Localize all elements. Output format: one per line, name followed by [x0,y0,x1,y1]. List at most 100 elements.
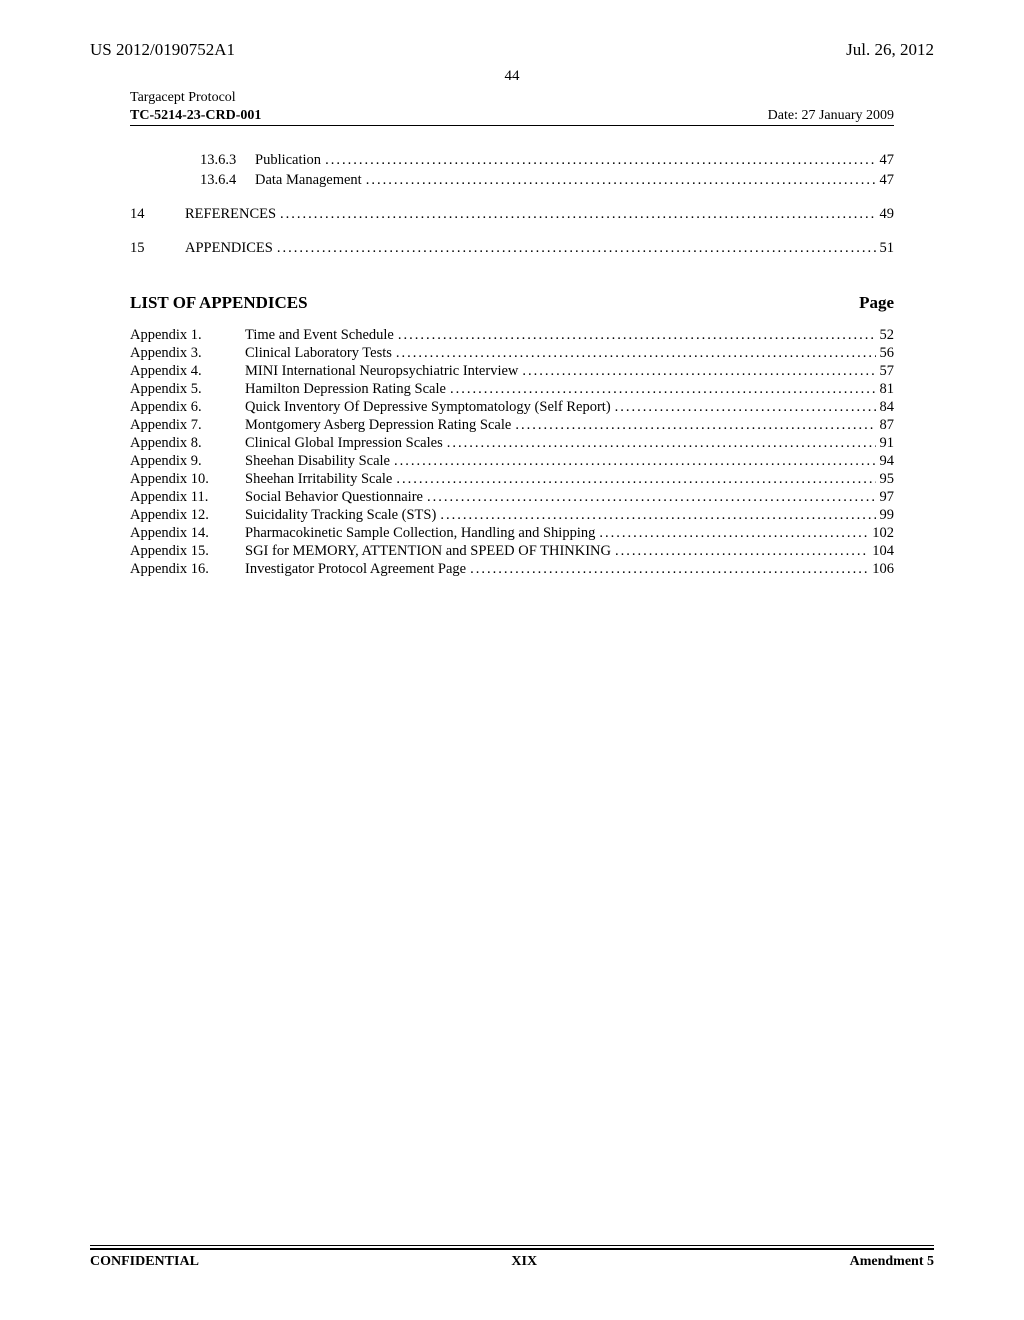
footer-right: Amendment 5 [850,1254,934,1270]
appendix-title: SGI for MEMORY, ATTENTION and SPEED OF T… [245,543,615,560]
toc-title: Data Management [255,172,366,189]
toc-dots [447,435,876,452]
toc-line: 15 APPENDICES 51 [130,240,894,257]
appendix-label: Appendix 7. [130,417,245,434]
toc-page: 51 [876,240,895,257]
toc-dots [398,327,876,344]
toc-dots [277,240,876,257]
appendix-title: Montgomery Asberg Depression Rating Scal… [245,417,515,434]
toc-page: 47 [876,172,895,189]
appendix-line: Appendix 6. Quick Inventory Of Depressiv… [130,399,894,416]
appendix-label: Appendix 12. [130,507,245,524]
toc-dots [515,417,875,434]
toc-dots [470,561,868,578]
appendix-line: Appendix 4. MINI International Neuropsyc… [130,363,894,380]
appendix-page: 52 [876,327,895,344]
appendix-page: 106 [868,561,894,578]
appendix-page: 91 [876,435,895,452]
appendix-line: Appendix 15. SGI for MEMORY, ATTENTION a… [130,543,894,560]
protocol-line2: TC-5214-23-CRD-001 [130,107,261,125]
footer-rule [90,1248,934,1250]
page-number: 44 [90,68,934,85]
appendix-line: Appendix 3. Clinical Laboratory Tests 56 [130,345,894,362]
appendices-heading: LIST OF APPENDICES Page [130,293,894,313]
appendix-page: 95 [876,471,895,488]
appendix-label: Appendix 6. [130,399,245,416]
appendix-page: 81 [876,381,895,398]
toc-dots [522,363,875,380]
appendix-page: 56 [876,345,895,362]
toc-dots [440,507,875,524]
toc-label: 13.6.3 [200,152,255,169]
appendix-title: Time and Event Schedule [245,327,398,344]
appendix-page: 97 [876,489,895,506]
toc-dots [396,345,876,362]
appendix-line: Appendix 10. Sheehan Irritability Scale … [130,471,894,488]
appendix-label: Appendix 5. [130,381,245,398]
toc-dots [394,453,876,470]
protocol-date: Date: 27 January 2009 [768,108,894,124]
page-footer: CONFIDENTIAL XIX Amendment 5 [90,1245,934,1270]
footer-left: CONFIDENTIAL [90,1254,199,1270]
appendix-page: 84 [876,399,895,416]
toc-dots [396,471,875,488]
toc-page: 47 [876,152,895,169]
appendix-label: Appendix 16. [130,561,245,578]
toc-line: 14 REFERENCES 49 [130,206,894,223]
appendix-page: 57 [876,363,895,380]
appendix-label: Appendix 15. [130,543,245,560]
toc-title: REFERENCES [185,206,280,223]
toc-page: 49 [876,206,895,223]
footer-center: XIX [511,1254,537,1270]
protocol-left: Targacept Protocol TC-5214-23-CRD-001 [130,89,261,124]
appendix-line: Appendix 5. Hamilton Depression Rating S… [130,381,894,398]
toc-dots [615,399,876,416]
appendix-line: Appendix 7. Montgomery Asberg Depression… [130,417,894,434]
appendices-heading-left: LIST OF APPENDICES [130,293,308,313]
protocol-row: Targacept Protocol TC-5214-23-CRD-001 Da… [130,89,894,126]
appendix-page: 87 [876,417,895,434]
appendix-label: Appendix 14. [130,525,245,542]
appendix-line: Appendix 14. Pharmacokinetic Sample Coll… [130,525,894,542]
appendix-label: Appendix 8. [130,435,245,452]
appendix-title: Clinical Laboratory Tests [245,345,396,362]
toc-dots [280,206,875,223]
protocol-line1: Targacept Protocol [130,89,261,107]
toc-line: 13.6.4 Data Management 47 [130,172,894,189]
toc-title: Publication [255,152,325,169]
appendix-label: Appendix 11. [130,489,245,506]
appendix-line: Appendix 8. Clinical Global Impression S… [130,435,894,452]
appendix-title: MINI International Neuropsychiatric Inte… [245,363,522,380]
toc-dots [599,525,868,542]
appendix-line: Appendix 1. Time and Event Schedule 52 [130,327,894,344]
protocol-block: Targacept Protocol TC-5214-23-CRD-001 Da… [130,89,894,126]
appendix-title: Suicidality Tracking Scale (STS) [245,507,440,524]
appendix-title: Sheehan Irritability Scale [245,471,396,488]
appendix-title: Quick Inventory Of Depressive Symptomato… [245,399,615,416]
header-date: Jul. 26, 2012 [846,40,934,60]
appendix-label: Appendix 4. [130,363,245,380]
toc-dots [615,543,868,560]
toc-section: 13.6.3 Publication 47 13.6.4 Data Manage… [130,142,894,257]
toc-dots [427,489,876,506]
appendix-line: Appendix 9. Sheehan Disability Scale 94 [130,453,894,470]
appendix-page: 94 [876,453,895,470]
toc-line: 13.6.3 Publication 47 [130,152,894,169]
patent-number: US 2012/0190752A1 [90,40,235,60]
appendix-label: Appendix 10. [130,471,245,488]
appendix-title: Social Behavior Questionnaire [245,489,427,506]
toc-label: 15 [130,240,185,257]
appendix-title: Sheehan Disability Scale [245,453,394,470]
footer-row: CONFIDENTIAL XIX Amendment 5 [90,1254,934,1270]
appendix-label: Appendix 9. [130,453,245,470]
appendix-page: 104 [868,543,894,560]
appendix-title: Hamilton Depression Rating Scale [245,381,450,398]
appendix-line: Appendix 12. Suicidality Tracking Scale … [130,507,894,524]
appendix-title: Clinical Global Impression Scales [245,435,447,452]
appendix-title: Investigator Protocol Agreement Page [245,561,470,578]
appendix-line: Appendix 11. Social Behavior Questionnai… [130,489,894,506]
toc-dots [450,381,876,398]
appendix-label: Appendix 3. [130,345,245,362]
appendix-label: Appendix 1. [130,327,245,344]
appendix-line: Appendix 16. Investigator Protocol Agree… [130,561,894,578]
